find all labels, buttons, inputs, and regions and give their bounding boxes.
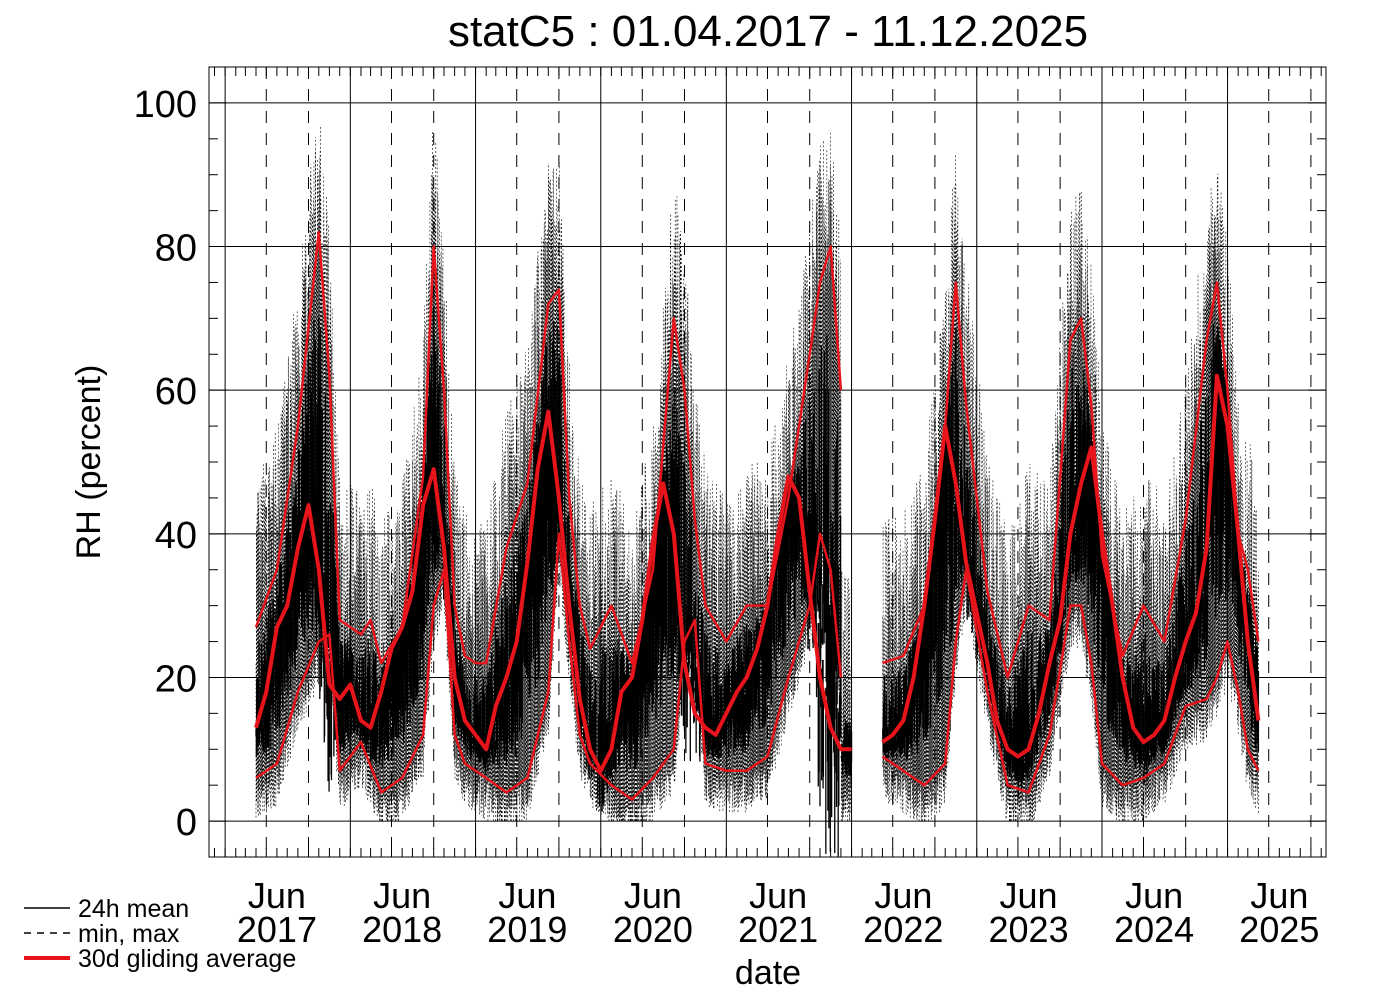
chart-title: statC5 : 01.04.2017 - 11.12.2025 bbox=[448, 7, 1088, 56]
daily-bars-layer bbox=[255, 124, 1260, 857]
